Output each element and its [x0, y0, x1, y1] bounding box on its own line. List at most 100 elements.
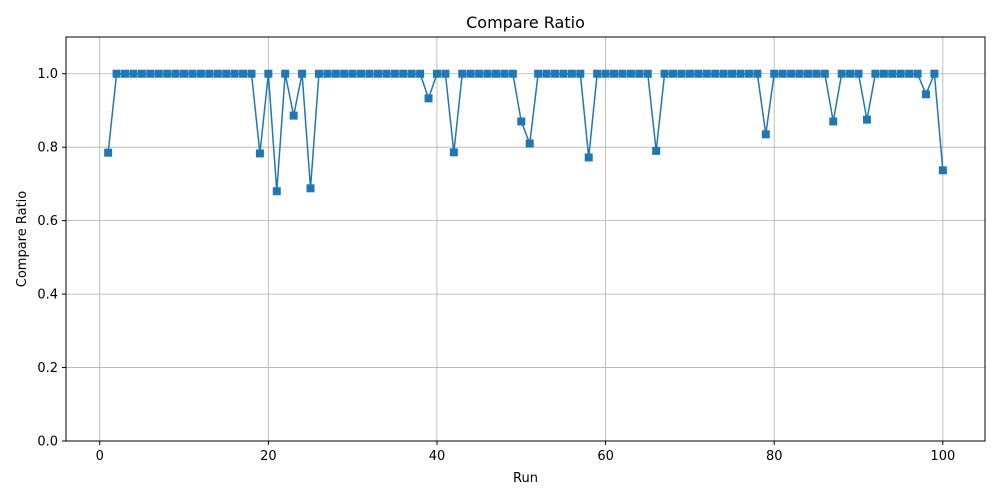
data-point — [146, 69, 155, 78]
grid-lines — [66, 37, 985, 442]
data-point — [500, 69, 509, 78]
data-point — [719, 69, 728, 78]
data-point — [390, 69, 399, 78]
data-point — [196, 69, 205, 78]
data-point — [685, 69, 694, 78]
data-point — [938, 166, 947, 175]
data-point — [348, 69, 357, 78]
data-point — [357, 69, 366, 78]
data-point — [163, 69, 172, 78]
x-tick-label: 60 — [597, 449, 614, 464]
data-point — [373, 69, 382, 78]
data-point — [635, 69, 644, 78]
data-point — [879, 69, 888, 78]
data-point — [331, 69, 340, 78]
y-axis-ticks: 0.0 0.2 0.4 0.6 0.8 1.0 — [37, 67, 66, 450]
data-point — [407, 69, 416, 78]
data-point — [837, 69, 846, 78]
y-tick-label: 0.4 — [37, 288, 58, 303]
data-point — [896, 69, 905, 78]
data-point — [525, 139, 534, 148]
series-layer — [104, 69, 947, 196]
data-point — [643, 69, 652, 78]
data-point — [382, 69, 391, 78]
x-tick-label: 40 — [429, 449, 446, 464]
data-point — [862, 115, 871, 124]
data-point — [205, 69, 214, 78]
data-point — [660, 69, 669, 78]
data-point — [795, 69, 804, 78]
data-point — [121, 69, 130, 78]
data-point — [230, 69, 239, 78]
data-point — [576, 69, 585, 78]
data-point — [222, 69, 231, 78]
data-point — [711, 69, 720, 78]
data-point — [424, 94, 433, 103]
data-point — [829, 117, 838, 126]
data-point — [846, 69, 855, 78]
data-point — [247, 69, 256, 78]
data-point — [129, 69, 138, 78]
data-point — [626, 69, 635, 78]
data-point — [314, 69, 323, 78]
x-tick-label: 0 — [96, 449, 104, 464]
data-point — [289, 111, 298, 120]
series-line — [107, 72, 944, 192]
data-point — [340, 69, 349, 78]
y-tick-label: 0.6 — [37, 214, 58, 229]
y-tick-label: 0.2 — [37, 361, 58, 376]
data-point — [180, 69, 189, 78]
data-point — [466, 69, 475, 78]
data-point — [323, 69, 332, 78]
data-point — [441, 69, 450, 78]
data-point — [652, 146, 661, 155]
data-point — [787, 69, 796, 78]
data-point — [854, 69, 863, 78]
data-point — [871, 69, 880, 78]
data-point — [905, 69, 914, 78]
data-point — [475, 69, 484, 78]
data-point — [778, 69, 787, 78]
data-point — [812, 69, 821, 78]
data-point — [154, 69, 163, 78]
data-point — [913, 69, 922, 78]
data-point — [458, 69, 467, 78]
data-point — [618, 69, 627, 78]
x-axis-ticks: 0 20 40 60 80 100 — [96, 441, 955, 464]
data-point — [930, 69, 939, 78]
data-point — [770, 69, 779, 78]
data-point — [365, 69, 374, 78]
data-point — [761, 130, 770, 139]
data-point — [171, 69, 180, 78]
data-point — [744, 69, 753, 78]
x-axis-label: Run — [513, 471, 538, 486]
data-point — [298, 69, 307, 78]
data-point — [534, 69, 543, 78]
data-point — [584, 153, 593, 162]
data-point — [491, 69, 500, 78]
x-tick-label: 20 — [260, 449, 277, 464]
data-point — [188, 69, 197, 78]
data-point — [702, 69, 711, 78]
data-point — [213, 69, 222, 78]
data-point — [306, 184, 315, 193]
y-tick-label: 0.0 — [37, 435, 58, 450]
data-point — [921, 90, 930, 99]
data-point — [736, 69, 745, 78]
data-point — [567, 69, 576, 78]
data-point — [137, 69, 146, 78]
data-point — [593, 69, 602, 78]
chart-title: Compare Ratio — [466, 13, 585, 32]
data-point — [272, 187, 281, 196]
data-point — [677, 69, 686, 78]
data-point — [264, 69, 273, 78]
axes-frame — [65, 36, 986, 442]
data-point — [449, 148, 458, 157]
data-point — [551, 69, 560, 78]
data-point — [255, 149, 264, 158]
data-point — [432, 69, 441, 78]
data-point — [820, 69, 829, 78]
data-point — [728, 69, 737, 78]
y-tick-label: 0.8 — [37, 141, 58, 156]
